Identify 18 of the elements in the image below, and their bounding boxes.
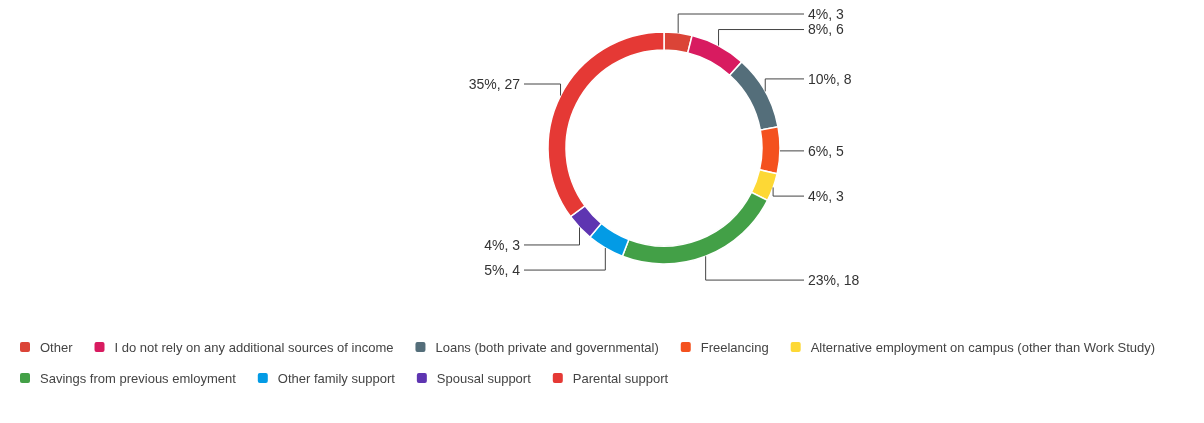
- legend-label: Freelancing: [700, 339, 769, 355]
- data-label: 4%, 3: [808, 188, 845, 204]
- legend-label: I do not rely on any additional sources of income: [114, 339, 394, 355]
- data-label: 4%, 3: [808, 5, 845, 22]
- data-label: 35%, 27: [468, 75, 521, 92]
- legend-label: Alternative employment on campus (other than Work Study): [810, 339, 1156, 355]
- legend-label: Loans (both private and governmental): [435, 339, 659, 355]
- data-label: 10%, 8: [808, 70, 852, 87]
- legend-label: Savings from previous emloyment: [40, 370, 237, 386]
- legend-label: Other family support: [277, 370, 396, 386]
- data-label: 8%, 6: [808, 21, 845, 38]
- legend-label: Other: [40, 339, 74, 355]
- data-label: 6%, 5: [808, 142, 845, 159]
- legend-label: Spousal support: [436, 370, 532, 386]
- data-label: 23%, 18: [808, 271, 860, 288]
- data-label: 4%, 3: [484, 236, 521, 253]
- legend-label: Parental support: [572, 370, 669, 386]
- data-label: 5%, 4: [484, 261, 521, 278]
